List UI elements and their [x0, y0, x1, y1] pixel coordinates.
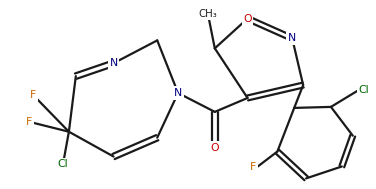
- Text: Cl: Cl: [359, 85, 369, 95]
- Text: F: F: [30, 90, 36, 100]
- Text: F: F: [250, 163, 256, 172]
- Text: CH₃: CH₃: [199, 9, 217, 19]
- Text: O: O: [211, 143, 219, 153]
- Text: Cl: Cl: [58, 160, 68, 170]
- Text: N: N: [109, 58, 118, 68]
- Text: N: N: [174, 88, 182, 98]
- Text: N: N: [288, 33, 296, 43]
- Text: F: F: [26, 117, 32, 127]
- Text: O: O: [243, 14, 252, 24]
